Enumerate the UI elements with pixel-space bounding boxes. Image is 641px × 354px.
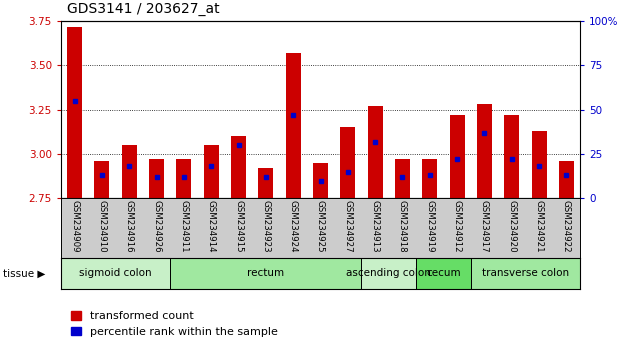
Text: GSM234910: GSM234910 — [97, 200, 106, 253]
Bar — [504, 115, 519, 198]
Text: GDS3141 / 203627_at: GDS3141 / 203627_at — [67, 2, 220, 16]
Bar — [149, 159, 164, 198]
Text: GSM234917: GSM234917 — [480, 200, 489, 253]
Bar — [559, 161, 574, 198]
Bar — [94, 161, 110, 198]
Text: GSM234920: GSM234920 — [507, 200, 516, 253]
Bar — [258, 168, 273, 198]
Bar — [176, 159, 192, 198]
Text: GSM234916: GSM234916 — [125, 200, 134, 253]
Bar — [422, 159, 437, 198]
Legend: transformed count, percentile rank within the sample: transformed count, percentile rank withi… — [67, 307, 282, 341]
Text: sigmoid colon: sigmoid colon — [79, 268, 152, 279]
Bar — [61, 258, 171, 289]
Text: cecum: cecum — [426, 268, 461, 279]
Text: GSM234926: GSM234926 — [152, 200, 161, 253]
Bar — [313, 163, 328, 198]
Text: rectum: rectum — [247, 268, 285, 279]
Bar — [531, 131, 547, 198]
Text: GSM234921: GSM234921 — [535, 200, 544, 253]
Text: GSM234918: GSM234918 — [398, 200, 407, 253]
Text: GSM234925: GSM234925 — [316, 200, 325, 253]
Text: ascending colon: ascending colon — [346, 268, 431, 279]
Text: GSM234915: GSM234915 — [234, 200, 243, 253]
Text: tissue ▶: tissue ▶ — [3, 268, 46, 279]
Bar — [204, 145, 219, 198]
Text: GSM234924: GSM234924 — [288, 200, 297, 253]
Bar — [171, 258, 362, 289]
Text: GSM234923: GSM234923 — [262, 200, 271, 253]
Text: transverse colon: transverse colon — [482, 268, 569, 279]
Bar — [416, 258, 470, 289]
Bar — [362, 258, 416, 289]
Text: GSM234922: GSM234922 — [562, 200, 571, 253]
Bar — [67, 27, 82, 198]
Text: GSM234913: GSM234913 — [370, 200, 379, 253]
Text: GSM234911: GSM234911 — [179, 200, 188, 253]
Bar — [470, 258, 580, 289]
Bar — [395, 159, 410, 198]
Text: GSM234912: GSM234912 — [453, 200, 462, 253]
Bar — [231, 136, 246, 198]
Bar — [368, 106, 383, 198]
Bar — [449, 115, 465, 198]
Bar — [286, 53, 301, 198]
Bar — [122, 145, 137, 198]
Bar — [340, 127, 355, 198]
Text: GSM234919: GSM234919 — [426, 200, 435, 252]
Text: GSM234909: GSM234909 — [70, 200, 79, 252]
Text: GSM234927: GSM234927 — [344, 200, 353, 253]
Text: GSM234914: GSM234914 — [206, 200, 215, 253]
Bar — [477, 104, 492, 198]
